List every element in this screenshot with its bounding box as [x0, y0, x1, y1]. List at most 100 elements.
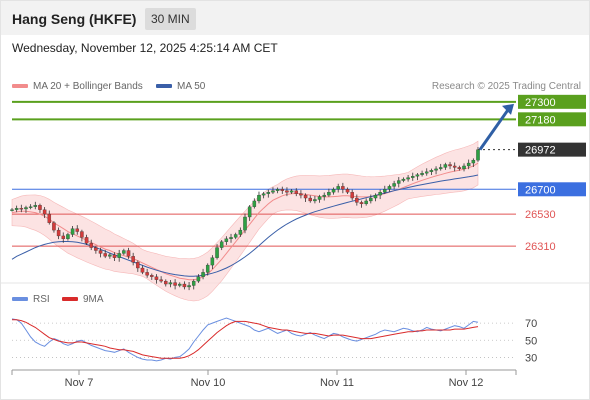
candle-body: [266, 192, 271, 194]
candle-body: [397, 180, 401, 184]
chart-header: Hang Seng (HKFE) 30 MIN: [1, 1, 589, 35]
candle-body: [373, 194, 378, 199]
candle-body: [150, 275, 154, 277]
candle-body: [424, 171, 429, 174]
candle-body: [28, 206, 33, 208]
legend-ma50-swatch: [156, 84, 172, 89]
candle-body: [275, 189, 280, 191]
credit-text: Research © 2025 Trading Central: [431, 81, 581, 92]
legend-9ma: 9MA: [62, 294, 104, 305]
candle-body: [24, 207, 28, 210]
candle-body: [233, 234, 238, 238]
candle-body: [243, 216, 247, 231]
legend-rsi-swatch: [12, 297, 28, 302]
candle-body: [369, 197, 373, 202]
forecast-arrow-head: [502, 103, 514, 115]
candle-body: [33, 205, 38, 207]
legend-ma20-label: MA 20 + Bollinger Bands: [33, 81, 143, 92]
rsi-tick-label: 30: [525, 352, 537, 364]
level-label-26530: 26530: [525, 209, 556, 221]
candle-body: [257, 194, 261, 202]
rsi-series-rsi: [11, 317, 479, 362]
candle-body: [392, 183, 396, 187]
rsi-series-9ma: [12, 319, 479, 359]
candle-body: [280, 189, 285, 191]
candle-body: [98, 250, 103, 254]
candle-body: [84, 237, 89, 244]
legend-ma50-label: MA 50: [177, 81, 206, 92]
candle-body: [154, 276, 159, 280]
candle-body: [462, 165, 466, 170]
candle-body: [205, 264, 210, 273]
candle-body: [303, 194, 308, 199]
candle-body: [112, 254, 117, 258]
candle-body: [299, 193, 303, 196]
candle-body: [136, 262, 140, 269]
candle-body: [140, 267, 145, 273]
legend-rsi-label: RSI: [33, 294, 50, 305]
level-tag-27300: [518, 94, 586, 109]
candle-body: [56, 229, 61, 237]
legend-ma20: MA 20 + Bollinger Bands: [12, 81, 143, 92]
timeframe-badge[interactable]: 30 MIN: [145, 8, 196, 30]
x-tick-label: Nov 11: [320, 377, 354, 389]
candle-body: [219, 241, 224, 248]
candle-body: [341, 186, 345, 190]
candle-body: [429, 170, 434, 172]
candle-body: [364, 200, 368, 205]
candle-body: [313, 199, 317, 202]
level-label-26700: 26700: [525, 184, 556, 196]
legend-rsi: RSI: [12, 294, 50, 305]
candle-body: [261, 193, 266, 196]
candle-body: [448, 164, 452, 167]
candle-body: [168, 282, 173, 285]
candle-body: [61, 235, 66, 239]
candle-body: [406, 177, 410, 180]
candle-body: [94, 247, 98, 251]
candle-body: [19, 208, 24, 210]
forecast-arrow-shaft: [478, 108, 510, 151]
candle-body: [108, 254, 112, 257]
level-label-26972: 26972: [525, 145, 556, 157]
candle-body: [126, 250, 131, 257]
candle-body: [252, 200, 257, 207]
candle-body: [443, 164, 448, 168]
candle-body: [355, 197, 359, 203]
candle-body: [308, 197, 312, 202]
candle-body: [434, 168, 438, 171]
candle-body: [122, 250, 126, 254]
candle-body: [210, 257, 215, 266]
candle-body: [42, 209, 47, 215]
candle-body: [52, 222, 56, 231]
candle-body: [383, 189, 387, 193]
candle-body: [331, 189, 336, 193]
legend-ma20-swatch: [12, 84, 28, 89]
candle-body: [173, 282, 177, 286]
level-label-26310: 26310: [525, 241, 556, 253]
candle-body: [359, 202, 364, 205]
candle-body: [238, 229, 243, 235]
instrument-title: Hang Seng (HKFE): [12, 11, 137, 27]
level-tag-27180: [518, 112, 586, 127]
candle-body: [215, 247, 219, 258]
level-tag-26972: [518, 142, 586, 157]
legend-9ma-label: 9MA: [83, 294, 104, 305]
x-tick-label: Nov 7: [65, 377, 94, 389]
x-tick-label: Nov 10: [191, 377, 226, 389]
level-tag-26700: [518, 182, 586, 197]
candle-body: [103, 253, 107, 257]
candle-body: [387, 186, 392, 190]
candle-body: [229, 237, 233, 239]
rsi-tick-label: 50: [525, 335, 537, 347]
candle-body: [457, 167, 462, 170]
candle-body: [117, 253, 121, 258]
candle-body: [420, 173, 424, 175]
candle-body: [182, 283, 187, 288]
timestamp: Wednesday, November 12, 2025 4:25:14 AM …: [12, 41, 278, 55]
candle-body: [327, 192, 331, 196]
candle-body: [345, 189, 350, 193]
legend-ma50: MA 50: [156, 81, 205, 92]
candle-body: [224, 238, 229, 242]
candle-body: [438, 167, 443, 170]
